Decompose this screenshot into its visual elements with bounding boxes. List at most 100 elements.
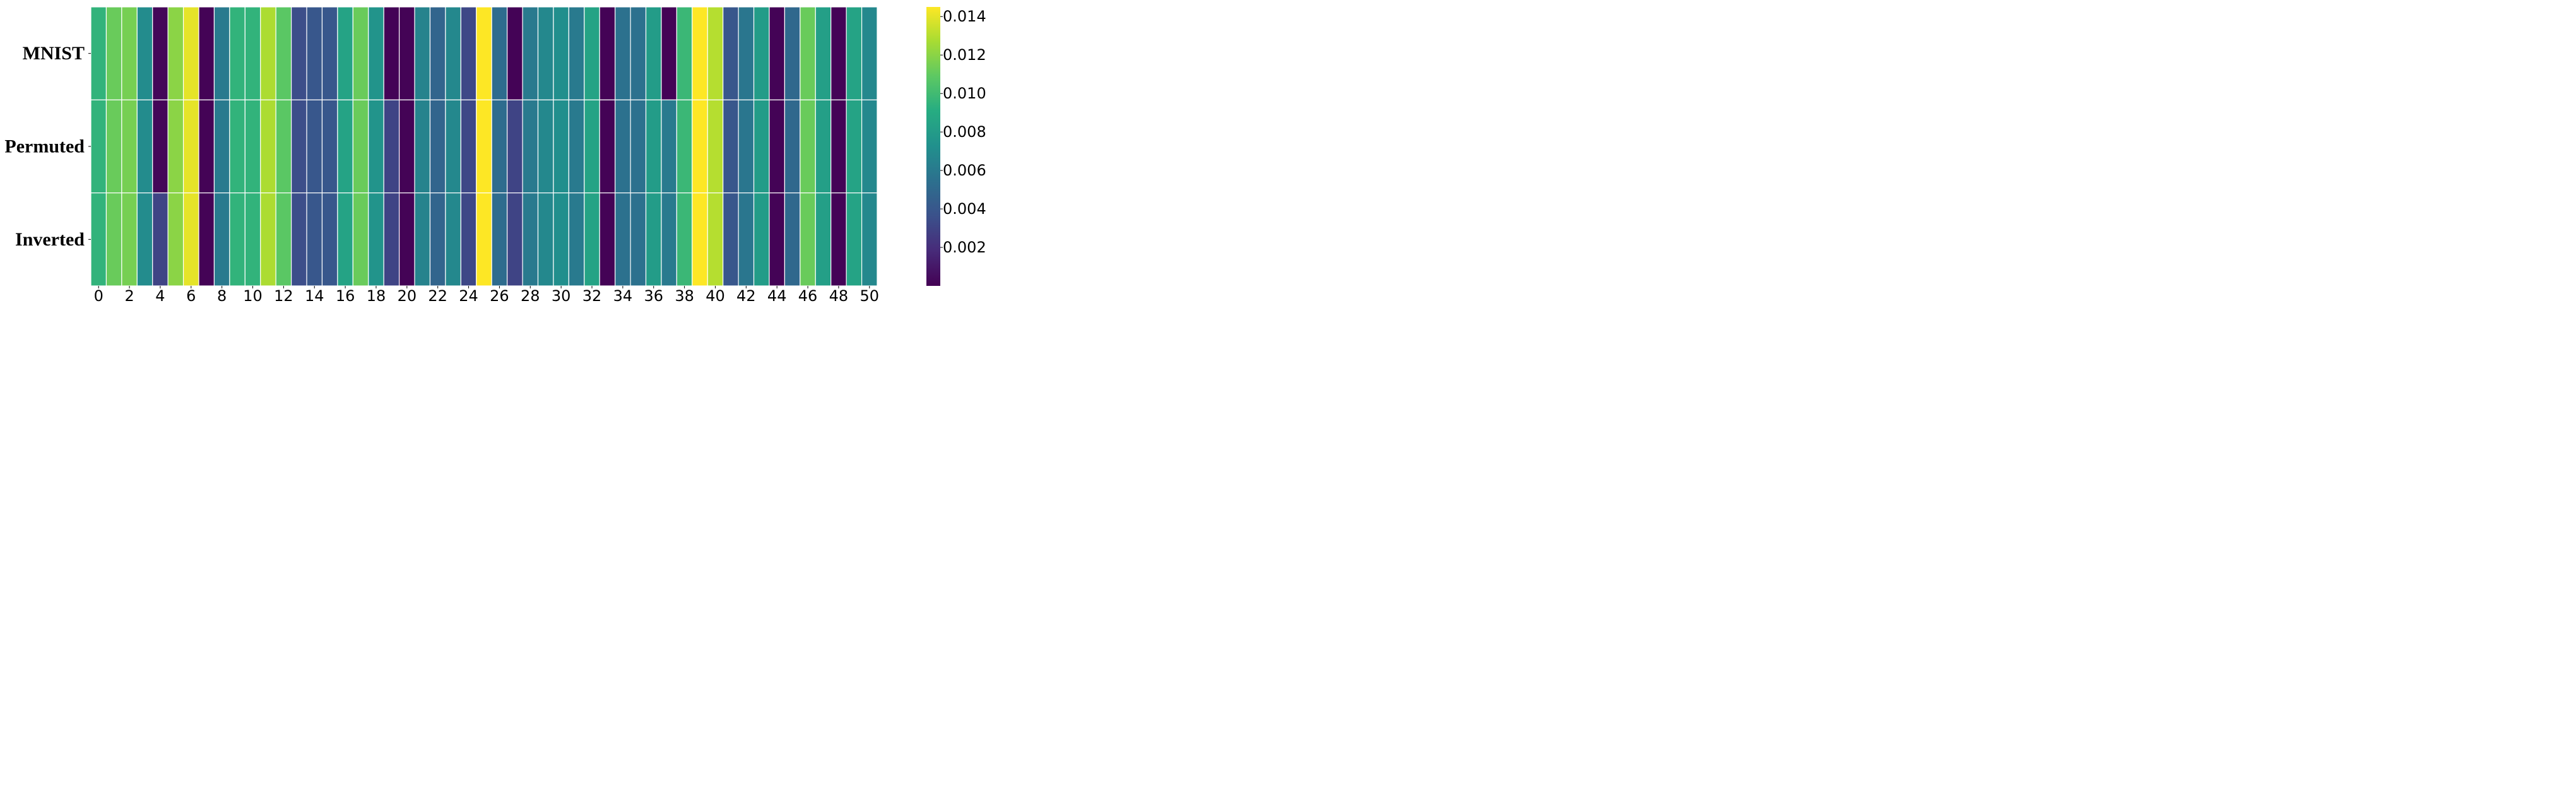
heatmap-cell xyxy=(568,192,585,287)
x-tick-label: 18 xyxy=(367,287,386,304)
heatmap-cell xyxy=(753,192,770,287)
heatmap-cell xyxy=(198,6,215,100)
heatmap-cell xyxy=(321,192,338,287)
heatmap-cell xyxy=(399,6,415,100)
x-tick-label: 10 xyxy=(243,287,263,304)
heatmap-cell xyxy=(676,192,693,287)
colorbar-tick-label: 0.004 xyxy=(943,200,986,218)
x-tick-label: 48 xyxy=(829,287,849,304)
heatmap-cell xyxy=(615,99,631,194)
heatmap-cell xyxy=(522,192,539,287)
heatmap-cell xyxy=(429,6,446,100)
heatmap-cell xyxy=(753,99,770,194)
heatmap-cell xyxy=(615,6,631,100)
heatmap-cell xyxy=(707,6,724,100)
heatmap-cell xyxy=(800,6,816,100)
x-axis-ticks: 0 2 4 6 8 10 12 14 16 18 20 22 24 26 28 30 32 34 36 38 40 42 4… xyxy=(94,286,879,304)
x-tick-label: 16 xyxy=(336,287,355,304)
heatmap-cell xyxy=(491,6,508,100)
heatmap-cell xyxy=(167,192,184,287)
heatmap-cell xyxy=(846,6,863,100)
x-tick-label: 34 xyxy=(613,287,633,304)
heatmap-cell xyxy=(414,192,431,287)
heatmap-cell xyxy=(460,99,477,194)
heatmap-cell xyxy=(90,192,107,287)
heatmap-cell xyxy=(815,99,832,194)
heatmap-cell xyxy=(553,99,569,194)
colorbar-tick-label: 0.006 xyxy=(943,162,986,179)
row-label: Inverted xyxy=(15,229,85,250)
heatmap-cell xyxy=(738,192,755,287)
heatmap-cell xyxy=(692,99,708,194)
x-tick-label: 0 xyxy=(94,287,103,304)
row-label: MNIST xyxy=(23,43,85,64)
heatmap-cell xyxy=(568,6,585,100)
x-tick-label: 36 xyxy=(644,287,663,304)
heatmap-cell xyxy=(537,6,554,100)
heatmap-cell xyxy=(830,99,847,194)
heatmap-cell xyxy=(306,192,323,287)
heatmap-cell xyxy=(429,99,446,194)
x-tick-label: 30 xyxy=(552,287,571,304)
heatmap-cell xyxy=(846,99,863,194)
x-tick-label: 22 xyxy=(428,287,447,304)
heatmap-cell xyxy=(167,99,184,194)
colorbar-tick-label: 0.012 xyxy=(943,46,986,64)
heatmap-cell xyxy=(213,99,230,194)
heatmap-cell xyxy=(213,6,230,100)
heatmap-cell xyxy=(136,192,153,287)
heatmap-cell xyxy=(584,6,600,100)
heatmap-cell xyxy=(121,6,138,100)
heatmap-cell xyxy=(213,192,230,287)
heatmap-cell xyxy=(476,6,492,100)
heatmap-cell xyxy=(352,99,369,194)
heatmap-cell xyxy=(476,192,492,287)
heatmap-cell xyxy=(584,99,600,194)
heatmap-cell xyxy=(599,192,616,287)
heatmap-cell xyxy=(244,99,261,194)
x-tick-label: 24 xyxy=(459,287,478,304)
heatmap-cell xyxy=(692,192,708,287)
heatmap-cell xyxy=(522,99,539,194)
heatmap-cell xyxy=(182,99,199,194)
heatmap-cell xyxy=(383,6,400,100)
heatmap-cell xyxy=(121,99,138,194)
heatmap-cell xyxy=(476,99,492,194)
row-labels: MNIST Permuted Inverted xyxy=(4,43,91,250)
heatmap-cell xyxy=(553,192,569,287)
heatmap-cell xyxy=(352,6,369,100)
heatmap-cell xyxy=(337,99,353,194)
heatmap-cell xyxy=(537,99,554,194)
heatmap-cell xyxy=(429,192,446,287)
heatmap-cell xyxy=(861,99,878,194)
x-tick-label: 46 xyxy=(798,287,818,304)
heatmap-cell xyxy=(445,6,461,100)
heatmap-cell xyxy=(260,99,276,194)
heatmap-cell xyxy=(830,6,847,100)
x-tick-label: 20 xyxy=(398,287,417,304)
heatmap-cell xyxy=(630,6,647,100)
heatmap-cell xyxy=(368,6,384,100)
colorbar-tick-label: 0.008 xyxy=(943,123,986,141)
heatmap-cell xyxy=(769,6,786,100)
heatmap-cell xyxy=(630,99,647,194)
heatmap-cell xyxy=(846,192,863,287)
heatmap-cell xyxy=(738,99,755,194)
heatmap-cell xyxy=(645,6,662,100)
heatmap-cell xyxy=(507,99,523,194)
heatmap-cell xyxy=(460,192,477,287)
colorbar-gradient xyxy=(926,7,940,286)
x-tick-label: 28 xyxy=(521,287,540,304)
heatmap-cell xyxy=(121,192,138,287)
heatmap-cell xyxy=(229,99,245,194)
heatmap-cell xyxy=(337,6,353,100)
heatmap-cell xyxy=(152,192,168,287)
x-tick-label: 44 xyxy=(767,287,787,304)
x-tick-label: 6 xyxy=(186,287,196,304)
heatmap-cells xyxy=(90,6,878,287)
heatmap-cell xyxy=(90,6,107,100)
heatmap-cell xyxy=(784,99,801,194)
heatmap-cell xyxy=(383,192,400,287)
heatmap-cell xyxy=(723,99,739,194)
